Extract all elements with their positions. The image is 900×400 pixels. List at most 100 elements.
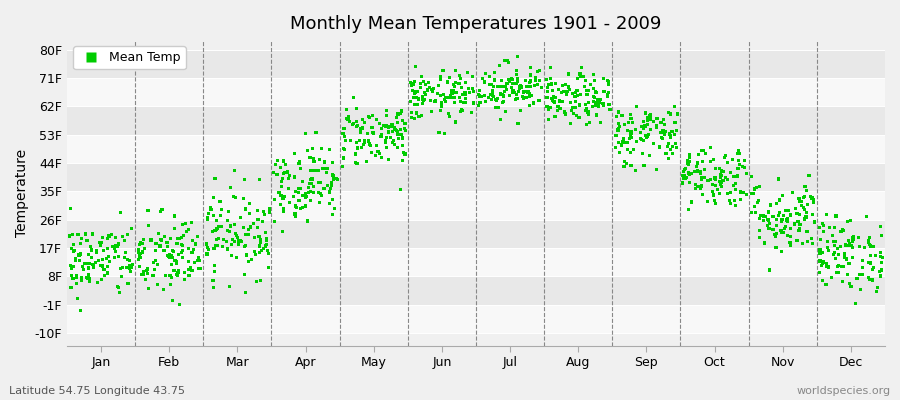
Point <box>65 266 79 272</box>
Point <box>150 282 165 288</box>
Point <box>504 75 518 82</box>
Point <box>509 71 524 78</box>
Point <box>202 246 216 252</box>
Point <box>492 62 507 69</box>
Point <box>132 252 147 258</box>
Point <box>517 89 531 95</box>
Point <box>486 83 500 90</box>
Point <box>670 145 684 151</box>
Point <box>324 179 338 186</box>
Point <box>570 112 584 118</box>
Point <box>796 216 811 222</box>
Point <box>416 93 430 99</box>
Point <box>407 94 421 100</box>
Point <box>581 87 596 93</box>
Point <box>644 116 658 122</box>
Point <box>275 229 290 235</box>
Point <box>113 209 128 216</box>
Point <box>357 139 372 145</box>
Point <box>318 165 332 172</box>
Point <box>410 102 425 108</box>
Point <box>303 197 318 204</box>
Point <box>807 219 822 226</box>
Point <box>66 232 80 238</box>
Point <box>391 120 405 126</box>
Point <box>63 262 77 269</box>
Point <box>112 253 126 260</box>
Point <box>523 79 537 85</box>
Point <box>167 213 182 219</box>
Point <box>80 275 94 282</box>
Point <box>563 99 578 106</box>
Point <box>479 98 493 105</box>
Point <box>812 224 826 231</box>
Point <box>172 267 186 274</box>
Point <box>690 160 705 166</box>
Point <box>576 73 590 80</box>
Point <box>111 283 125 290</box>
Point <box>795 203 809 209</box>
Point <box>845 234 859 241</box>
Point <box>572 71 587 77</box>
Point <box>262 206 276 212</box>
Point <box>395 142 410 149</box>
Point <box>793 226 807 232</box>
Point <box>395 157 410 164</box>
Point <box>445 88 459 95</box>
Point <box>783 239 797 246</box>
Point <box>382 129 396 135</box>
Point <box>454 84 468 91</box>
Point <box>506 89 520 96</box>
Point <box>292 197 306 204</box>
Point <box>678 167 692 173</box>
Point <box>234 215 248 221</box>
Point <box>775 192 789 198</box>
Point <box>301 147 315 154</box>
Point <box>820 238 834 245</box>
Point <box>302 154 317 161</box>
Point <box>821 247 835 254</box>
Point <box>436 68 450 74</box>
Point <box>415 112 429 118</box>
Point <box>757 240 771 246</box>
Point <box>544 75 558 81</box>
Point <box>744 210 759 216</box>
Point <box>319 169 333 176</box>
Point <box>109 248 123 254</box>
Point <box>326 173 340 179</box>
Bar <box>67 305 885 333</box>
Point <box>300 193 314 200</box>
Point <box>800 201 814 208</box>
Point <box>569 98 583 105</box>
Point <box>730 166 744 172</box>
Point <box>792 227 806 234</box>
Point <box>383 123 398 129</box>
Point <box>729 202 743 208</box>
Point <box>756 213 770 219</box>
Point <box>723 190 737 196</box>
Point <box>220 238 234 244</box>
Point <box>634 136 648 142</box>
Point <box>95 256 110 262</box>
Point <box>548 113 562 120</box>
Point <box>701 177 716 183</box>
Point <box>821 244 835 250</box>
Point <box>288 211 302 217</box>
Point <box>169 271 184 278</box>
Point <box>176 222 190 228</box>
Point <box>255 247 269 254</box>
Point <box>440 79 454 85</box>
Point <box>698 150 713 157</box>
Point <box>812 250 826 257</box>
Point <box>256 218 270 225</box>
Point <box>447 100 462 106</box>
Point <box>667 103 681 109</box>
Point <box>238 290 252 296</box>
Point <box>394 108 409 114</box>
Point <box>184 264 198 271</box>
Point <box>314 146 328 152</box>
Point <box>458 80 473 86</box>
Point <box>682 152 697 158</box>
Bar <box>67 134 885 163</box>
Point <box>833 228 848 235</box>
